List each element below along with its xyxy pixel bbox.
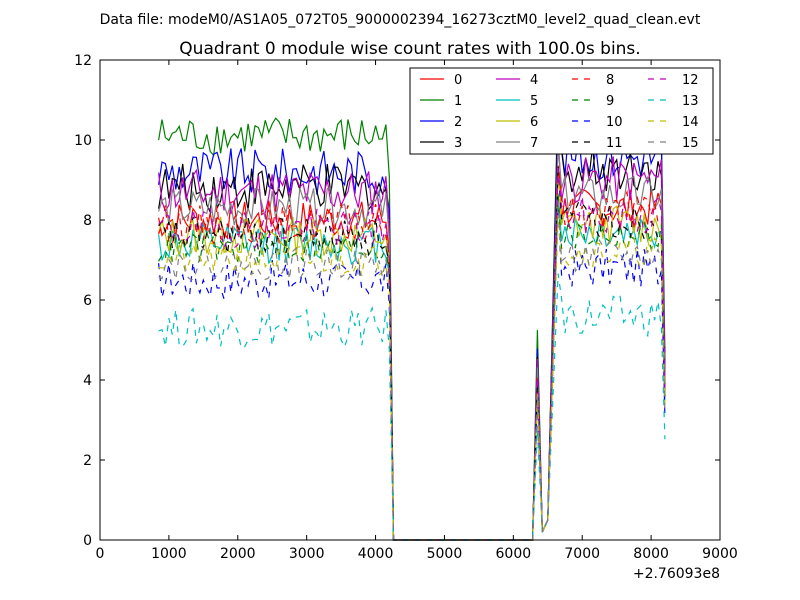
x-tick-label: 7000: [564, 546, 600, 562]
x-tick-label: 6000: [496, 546, 532, 562]
legend-label-14: 14: [682, 115, 699, 130]
legend-label-5: 5: [530, 94, 538, 109]
legend-label-13: 13: [682, 94, 699, 109]
x-tick-label: 9000: [702, 546, 738, 562]
series-line-2: [158, 100, 666, 541]
legend-label-15: 15: [682, 136, 699, 151]
y-tick-label: 8: [83, 213, 92, 229]
legend-label-6: 6: [530, 115, 538, 130]
chart-suptitle: Data file: modeM0/AS1A05_072T05_90000023…: [100, 12, 701, 28]
series-line-4: [158, 135, 666, 541]
series-line-7: [158, 144, 666, 541]
series-line-13: [158, 273, 666, 541]
legend-label-0: 0: [454, 73, 462, 88]
series-layer: [158, 87, 666, 541]
ticks-layer: 0 1000 2000 3000 4000 5000 6000 7000 8000 9000 0 2 4…: [74, 53, 738, 562]
x-tick-label: 3000: [289, 546, 325, 562]
series-line-9: [158, 195, 666, 541]
legend-label-12: 12: [682, 73, 699, 88]
legend-label-3: 3: [454, 136, 462, 151]
legend-label-2: 2: [454, 115, 462, 130]
legend-label-7: 7: [530, 136, 538, 151]
series-line-11: [158, 166, 666, 541]
y-tick-label: 6: [83, 293, 92, 309]
y-tick-label: 10: [74, 133, 92, 149]
legend-label-4: 4: [530, 73, 538, 88]
legend-label-9: 9: [606, 94, 614, 109]
legend-label-1: 1: [454, 94, 462, 109]
series-line-8: [158, 165, 666, 541]
legend-label-10: 10: [606, 115, 623, 130]
series-line-6: [158, 166, 666, 541]
legend-label-11: 11: [606, 136, 623, 151]
series-line-14: [158, 215, 666, 541]
y-tick-label: 12: [74, 53, 92, 69]
legend-box: [409, 67, 714, 155]
legend-label-8: 8: [606, 73, 614, 88]
x-tick-label: 0: [96, 546, 105, 562]
chart-title: Quadrant 0 module wise count rates with …: [179, 39, 640, 59]
x-tick-label: 5000: [427, 546, 463, 562]
y-tick-label: 4: [83, 373, 92, 389]
x-tick-label: 8000: [633, 546, 669, 562]
y-tick-label: 0: [83, 533, 92, 549]
x-tick-label: 2000: [220, 546, 256, 562]
x-tick-label: 4000: [358, 546, 394, 562]
series-line-15: [158, 200, 666, 541]
y-tick-label: 2: [83, 453, 92, 469]
x-offset-label: +2.76093e8: [633, 566, 720, 582]
series-line-10: [158, 208, 666, 541]
x-tick-label: 1000: [151, 546, 187, 562]
